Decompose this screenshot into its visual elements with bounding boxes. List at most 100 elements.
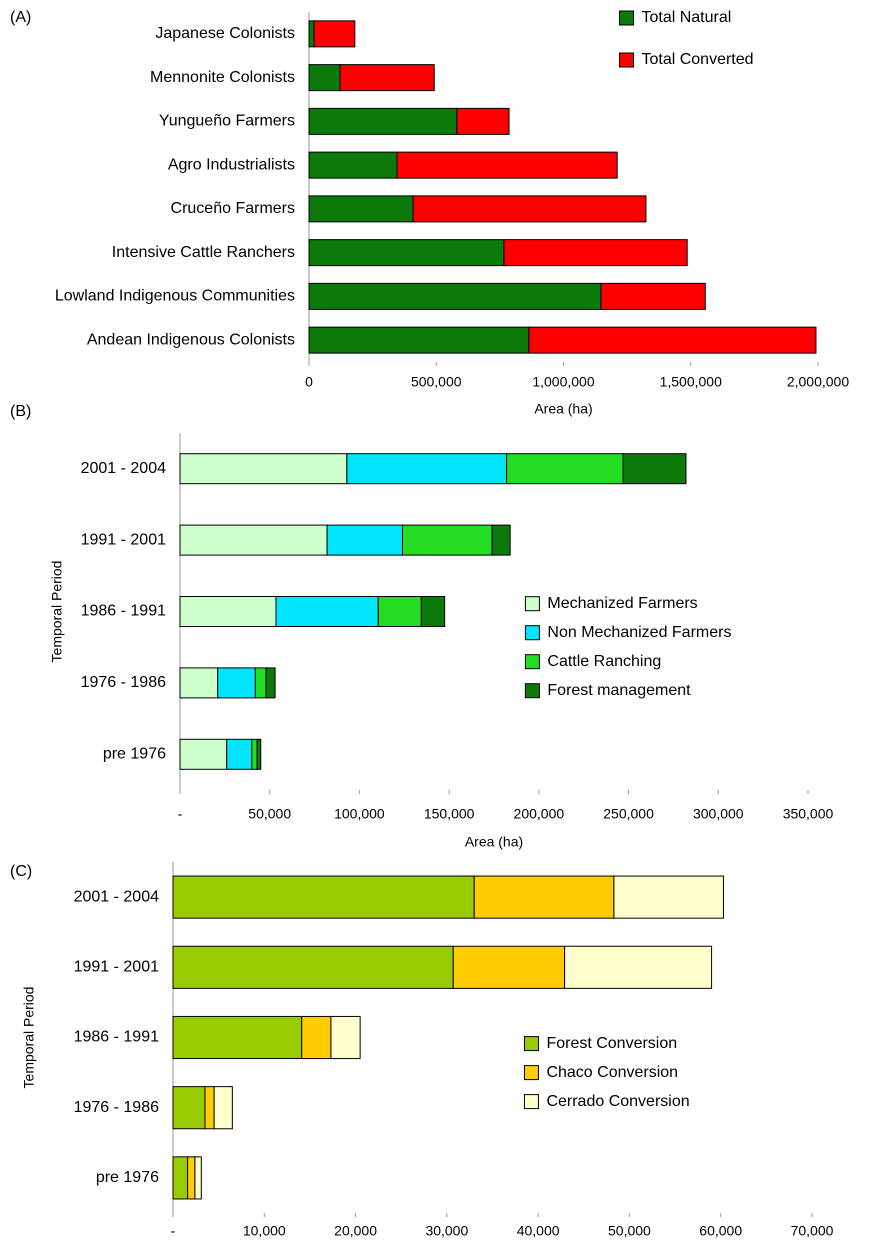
bar-segment bbox=[326, 524, 403, 556]
bar-segment bbox=[172, 1086, 206, 1130]
bar-segment bbox=[506, 453, 624, 485]
x-tick-label: 60,000 bbox=[699, 1223, 742, 1239]
legend-swatch bbox=[524, 625, 540, 641]
x-tick-label: 100,000 bbox=[334, 806, 385, 822]
x-tick-label: 1,500,000 bbox=[660, 374, 722, 390]
x-tick-label: - bbox=[171, 1223, 176, 1239]
category-label: 2001 - 2004 bbox=[74, 888, 160, 905]
bar-segment bbox=[172, 875, 475, 919]
x-tick-label: 70,000 bbox=[791, 1223, 834, 1239]
legend-label: Cattle Ranching bbox=[547, 653, 661, 670]
x-tick-label: 1,000,000 bbox=[532, 374, 594, 390]
legend-label: Total Natural bbox=[641, 9, 731, 26]
bar-segment bbox=[613, 875, 724, 919]
panel-label: (A) bbox=[10, 9, 31, 26]
category-label: 1991 - 2001 bbox=[74, 959, 160, 976]
category-label: Agro Industrialists bbox=[168, 156, 295, 173]
category-label: 1976 - 1986 bbox=[74, 1099, 160, 1116]
category-label: 1986 - 1991 bbox=[81, 603, 167, 620]
bar-segment bbox=[308, 282, 602, 310]
legend-swatch bbox=[523, 1094, 539, 1110]
legend-swatch bbox=[524, 683, 540, 699]
x-tick-label: 30,000 bbox=[425, 1223, 468, 1239]
bar-segment bbox=[187, 1156, 196, 1200]
x-tick-label: 50,000 bbox=[608, 1223, 651, 1239]
bar-segment bbox=[308, 151, 398, 179]
x-tick-label: 150,000 bbox=[424, 806, 475, 822]
legend-swatch bbox=[618, 52, 634, 68]
bar-segment bbox=[308, 20, 315, 48]
legend-label: Mechanized Farmers bbox=[547, 595, 697, 612]
legend-label: Forest Conversion bbox=[546, 1035, 677, 1052]
bar-segment bbox=[339, 64, 435, 92]
legend-label: Total Converted bbox=[641, 51, 753, 68]
bar-segment bbox=[226, 738, 253, 770]
x-tick-label: 10,000 bbox=[243, 1223, 286, 1239]
x-tick-label: 0 bbox=[305, 374, 313, 390]
bar-segment bbox=[313, 20, 356, 48]
x-tick-label: 500,000 bbox=[411, 374, 462, 390]
bar-segment bbox=[456, 107, 510, 135]
bar-segment bbox=[265, 667, 276, 699]
category-label: 1991 - 2001 bbox=[81, 531, 167, 548]
category-label: 1976 - 1986 bbox=[81, 674, 167, 691]
bar-segment bbox=[172, 1156, 189, 1200]
bar-segment bbox=[308, 239, 505, 267]
bar-segment bbox=[308, 326, 530, 354]
x-tick-label: 50,000 bbox=[248, 806, 291, 822]
bar-segment bbox=[308, 107, 458, 135]
x-tick-label: 350,000 bbox=[783, 806, 834, 822]
category-label: 1986 - 1991 bbox=[74, 1029, 160, 1046]
bar-segment bbox=[491, 524, 511, 556]
bar-segment bbox=[179, 738, 228, 770]
bar-segment bbox=[308, 195, 414, 223]
category-label: 2001 - 2004 bbox=[81, 460, 167, 477]
bar-segment bbox=[256, 738, 262, 770]
bar-segment bbox=[600, 282, 706, 310]
bar-segment bbox=[179, 596, 277, 627]
bar-segment bbox=[217, 667, 256, 699]
bar-segment bbox=[172, 945, 454, 989]
bar-segment bbox=[179, 453, 348, 485]
bar-segment bbox=[473, 875, 615, 919]
bar-segment bbox=[213, 1086, 233, 1130]
bar-segment bbox=[503, 239, 688, 267]
bar-segment bbox=[179, 667, 219, 699]
y-axis-label: Temporal Period bbox=[49, 561, 65, 663]
legend-swatch bbox=[523, 1065, 539, 1081]
category-label: Mennonite Colonists bbox=[150, 69, 295, 86]
bar-segment bbox=[179, 524, 328, 556]
bar-segment bbox=[401, 524, 493, 556]
bar-segment bbox=[412, 195, 647, 223]
x-tick-label: - bbox=[178, 806, 183, 822]
category-label: Andean Indigenous Colonists bbox=[87, 331, 295, 348]
category-label: pre 1976 bbox=[103, 746, 166, 763]
legend-label: Non Mechanized Farmers bbox=[547, 624, 731, 641]
category-label: pre 1976 bbox=[96, 1169, 159, 1186]
legend-label: Forest management bbox=[547, 682, 691, 699]
category-label: Japanese Colonists bbox=[155, 25, 295, 42]
bar-segment bbox=[251, 738, 258, 770]
bar-segment bbox=[564, 945, 713, 989]
x-axis-label: Area (ha) bbox=[534, 401, 592, 417]
bar-segment bbox=[622, 453, 687, 485]
y-axis-label: Temporal Period bbox=[21, 987, 37, 1089]
bar-segment bbox=[396, 151, 618, 179]
bar-segment bbox=[254, 667, 267, 699]
legend-swatch bbox=[524, 654, 540, 670]
panel-label: (B) bbox=[10, 403, 31, 420]
bar-segment bbox=[420, 596, 446, 627]
bar-segment bbox=[330, 1015, 361, 1060]
x-tick-label: 2,000,000 bbox=[787, 374, 849, 390]
category-label: Yungueño Farmers bbox=[159, 113, 295, 130]
legend-label: Chaco Conversion bbox=[546, 1064, 678, 1081]
bar-segment bbox=[528, 326, 817, 354]
panel-label: (C) bbox=[10, 863, 32, 880]
x-tick-label: 20,000 bbox=[334, 1223, 377, 1239]
bar-segment bbox=[275, 596, 379, 627]
legend-swatch bbox=[523, 1036, 539, 1052]
category-label: Cruceño Farmers bbox=[171, 200, 295, 217]
x-tick-label: 200,000 bbox=[514, 806, 565, 822]
x-axis-label: Area (ha) bbox=[465, 834, 523, 850]
legend-label: Cerrado Conversion bbox=[546, 1093, 689, 1110]
